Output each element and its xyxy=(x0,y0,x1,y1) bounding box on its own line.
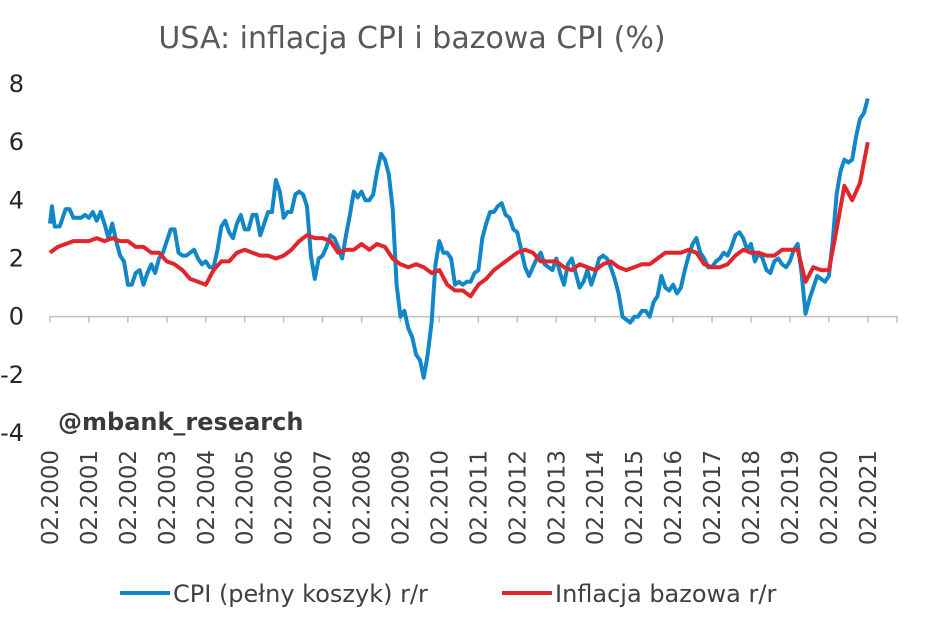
legend-label-core: Inflacja bazowa r/r xyxy=(555,580,776,608)
x-tick-label: 02.2021 xyxy=(856,450,882,545)
x-tick-label: 02.2005 xyxy=(233,450,259,545)
watermark: @mbank_research xyxy=(58,408,303,436)
x-tick-label: 02.2019 xyxy=(778,450,804,545)
x-tick-label: 02.2008 xyxy=(350,450,376,545)
x-tick-label: 02.2000 xyxy=(38,450,64,545)
y-tick-label: 8 xyxy=(9,70,24,98)
y-tick-label: -2 xyxy=(0,361,24,389)
series-group xyxy=(48,97,870,380)
x-tick-label: 02.2020 xyxy=(817,450,843,545)
y-tick-label: 2 xyxy=(9,245,24,273)
x-tick-label: 02.2006 xyxy=(272,450,298,545)
x-tick-label: 02.2018 xyxy=(739,450,765,545)
x-tick-label: 02.2003 xyxy=(155,450,181,545)
series-line-core xyxy=(48,141,870,299)
x-tick-label: 02.2002 xyxy=(116,450,142,545)
legend-label-cpi: CPI (pełny koszyk) r/r xyxy=(173,580,428,608)
x-tick-label: 02.2001 xyxy=(77,450,103,545)
x-tick-label: 02.2010 xyxy=(427,450,453,545)
y-tick-label: 6 xyxy=(9,128,24,156)
x-tick-label: 02.2012 xyxy=(505,450,531,545)
y-tick-label: -4 xyxy=(0,419,24,447)
chart-title: USA: inflacja CPI i bazowa CPI (%) xyxy=(158,21,665,56)
legend: CPI (pełny koszyk) r/r Inflacja bazowa r… xyxy=(120,580,776,608)
y-tick-label: 4 xyxy=(9,186,24,214)
x-tick-label: 02.2007 xyxy=(311,450,337,545)
x-tick-label: 02.2004 xyxy=(194,450,220,545)
x-tick-label: 02.2017 xyxy=(700,450,726,545)
x-axis-tick-labels: 02.2000 02.2001 02.2002 02.2003 02.2004 02.20… xyxy=(38,450,882,545)
x-tick-label: 02.2009 xyxy=(388,450,414,545)
series-line-cpi xyxy=(48,97,870,380)
x-tick-label: 02.2013 xyxy=(544,450,570,545)
y-axis-ticks: 8 6 4 2 0 -2 -4 xyxy=(0,70,24,447)
y-tick-label: 0 xyxy=(9,303,24,331)
x-tick-label: 02.2014 xyxy=(583,450,609,545)
x-tick-label: 02.2016 xyxy=(661,450,687,545)
x-tick-label: 02.2011 xyxy=(466,450,492,545)
x-tick-label: 02.2015 xyxy=(622,450,648,545)
